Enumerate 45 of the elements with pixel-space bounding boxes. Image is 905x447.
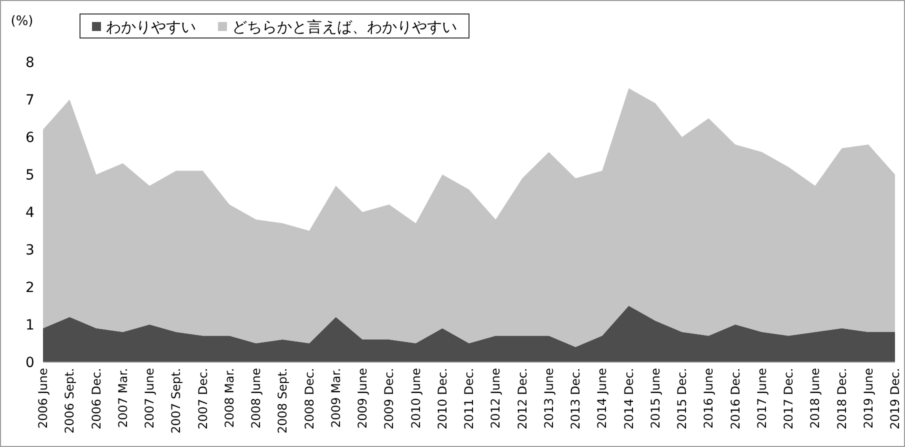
- x-tick-label: 2008 June: [249, 368, 263, 428]
- y-tick-label: 3: [26, 242, 34, 258]
- x-tick-label: 2007 June: [142, 368, 156, 428]
- x-tick-label: 2009 Mar.: [328, 368, 343, 428]
- x-tick-label: 2012 Dec.: [515, 368, 530, 430]
- x-tick-label: 2018 June: [808, 368, 822, 428]
- x-tick-label: 2010 June: [408, 368, 423, 428]
- x-tick-label: 2015 June: [648, 368, 662, 428]
- x-tick-label: 2014 June: [595, 368, 610, 428]
- x-tick-label: 2016 June: [702, 368, 716, 428]
- x-tick-label: 2011 Dec.: [462, 368, 476, 430]
- x-tick-label: 2016 Dec.: [728, 368, 742, 430]
- y-tick-label: 0: [26, 355, 34, 371]
- x-tick-label: 2006 June: [36, 368, 50, 428]
- x-tick-label: 2008 Dec.: [302, 368, 316, 430]
- legend-label: どちらかと言えば、わかりやすい: [232, 18, 457, 36]
- y-tick-label: 5: [26, 168, 34, 184]
- x-tick-label: 2008 Mar.: [222, 368, 236, 428]
- y-tick-label: 8: [26, 55, 34, 71]
- y-tick-label: 7: [26, 92, 34, 108]
- x-tick-label: 2015 Dec.: [675, 368, 689, 430]
- x-tick-label: 2012 June: [488, 368, 503, 428]
- y-tick-label: 1: [26, 318, 34, 334]
- x-tick-label: 2007 Dec.: [196, 368, 210, 430]
- y-tick-label: 4: [26, 205, 35, 221]
- x-tick-label: 2007 Sept.: [169, 368, 184, 434]
- x-tick-label: 2009 June: [356, 368, 370, 428]
- x-tick-label: 2013 June: [542, 368, 556, 428]
- legend-label: わかりやすい: [106, 18, 196, 36]
- y-tick-label: 6: [26, 130, 35, 146]
- x-tick-label: 2019 Dec.: [888, 368, 902, 430]
- x-tick-label: 2009 Dec.: [382, 368, 396, 430]
- x-tick-label: 2013 Dec.: [568, 368, 582, 430]
- x-tick-label: 2010 Dec.: [435, 368, 450, 430]
- x-tick-label: 2017 Dec.: [782, 368, 796, 430]
- x-tick-label: 2006 Dec.: [89, 368, 104, 430]
- x-tick-label: 2006 Sept.: [62, 368, 77, 434]
- x-tick-label: 2007 Mar.: [116, 368, 130, 428]
- x-tick-label: 2017 June: [754, 368, 769, 428]
- y-axis-title: (%): [10, 14, 34, 29]
- x-tick-label: 2019 June: [861, 368, 876, 428]
- y-tick-label: 2: [26, 280, 34, 296]
- x-tick-label: 2018 Dec.: [834, 368, 849, 430]
- x-tick-label: 2008 Sept.: [276, 368, 290, 434]
- x-tick-label: 2014 Dec.: [622, 368, 636, 430]
